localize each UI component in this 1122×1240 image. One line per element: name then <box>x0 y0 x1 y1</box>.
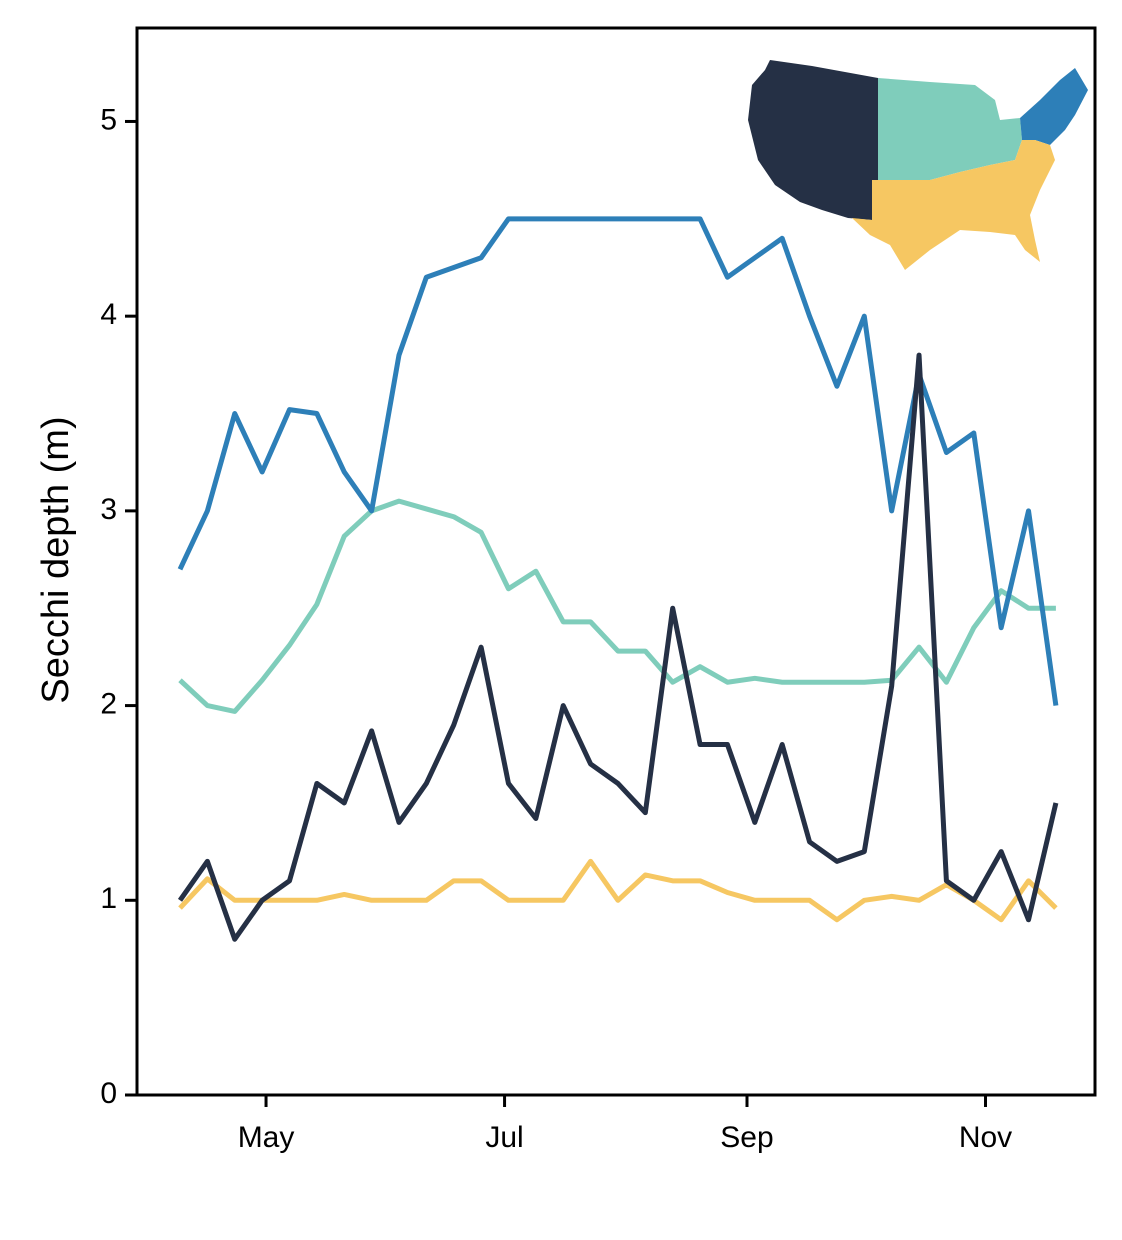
y-axis-label: Secchi depth (m) <box>35 416 77 703</box>
series-line <box>178 858 1058 923</box>
map-west <box>748 60 878 220</box>
y-tick-label: 1 <box>100 882 117 915</box>
plot-frame <box>135 26 1097 1097</box>
series-line <box>178 498 1056 714</box>
map-south <box>852 140 1055 270</box>
x-tick-label: Nov <box>959 1121 1012 1154</box>
region-map <box>748 60 1088 270</box>
y-tick-label: 4 <box>100 298 117 331</box>
x-tick-label: Jul <box>485 1121 523 1154</box>
map-midwest <box>878 78 1022 180</box>
x-tick-label: May <box>238 1121 295 1154</box>
y-tick-label: 2 <box>100 688 117 721</box>
y-tick-label: 0 <box>100 1077 117 1110</box>
series-line <box>177 216 1059 706</box>
series-line <box>177 352 1059 942</box>
x-tick-label: Sep <box>720 1121 773 1154</box>
y-tick-label: 3 <box>100 493 117 526</box>
map-northeast <box>1020 68 1088 145</box>
y-tick-label: 5 <box>100 103 117 136</box>
